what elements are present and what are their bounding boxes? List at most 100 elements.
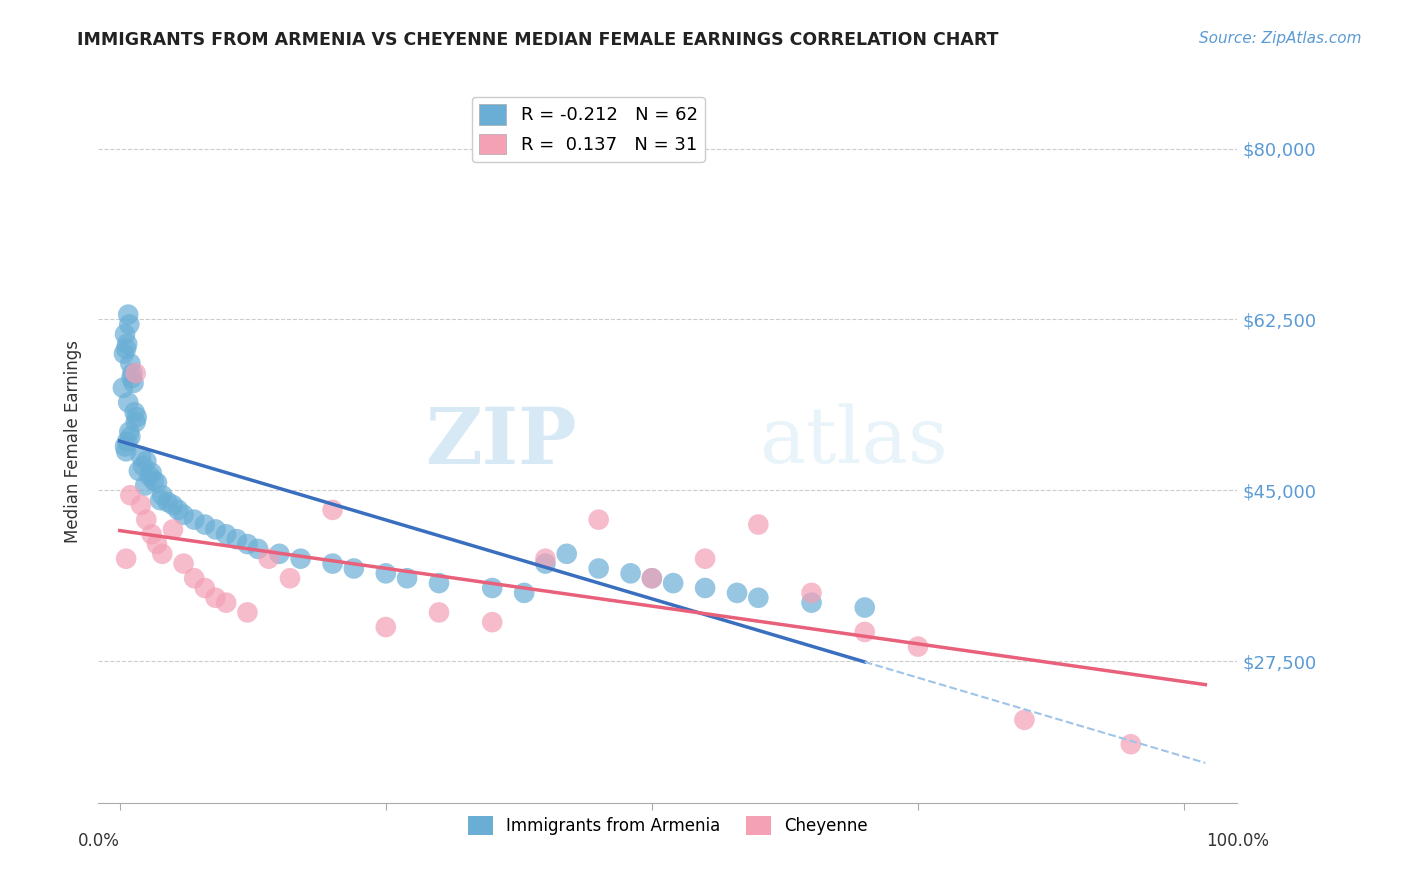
Point: [215, 527, 238, 541]
Text: 100.0%: 100.0%: [1206, 831, 1268, 850]
Point: [396, 571, 419, 585]
Text: Source: ZipAtlas.com: Source: ZipAtlas.com: [1198, 31, 1361, 46]
Point: [236, 606, 259, 620]
Point: [427, 576, 450, 591]
Point: [134, 478, 156, 492]
Point: [588, 513, 610, 527]
Point: [124, 366, 146, 380]
Point: [149, 493, 172, 508]
Point: [114, 327, 136, 342]
Point: [236, 537, 259, 551]
Point: [122, 376, 145, 390]
Point: [247, 541, 270, 556]
Point: [620, 566, 643, 581]
Point: [173, 557, 195, 571]
Point: [128, 464, 150, 478]
Point: [120, 430, 142, 444]
Point: [322, 557, 344, 571]
Point: [150, 547, 173, 561]
Point: [124, 405, 146, 419]
Point: [800, 596, 823, 610]
Point: [162, 523, 184, 537]
Point: [183, 513, 205, 527]
Point: [1014, 713, 1036, 727]
Point: [725, 586, 748, 600]
Point: [132, 458, 155, 473]
Y-axis label: Median Female Earnings: Median Female Earnings: [65, 340, 83, 543]
Point: [322, 503, 344, 517]
Point: [225, 532, 247, 546]
Point: [257, 551, 280, 566]
Point: [194, 581, 217, 595]
Point: [747, 591, 769, 605]
Point: [142, 474, 165, 488]
Point: [204, 591, 226, 605]
Text: atlas: atlas: [759, 404, 948, 479]
Point: [141, 466, 163, 480]
Point: [374, 566, 396, 581]
Point: [115, 444, 138, 458]
Point: [135, 454, 157, 468]
Point: [135, 513, 157, 527]
Point: [534, 557, 557, 571]
Point: [115, 337, 138, 351]
Point: [534, 551, 557, 566]
Point: [115, 551, 138, 566]
Point: [693, 581, 716, 595]
Point: [853, 600, 876, 615]
Text: ZIP: ZIP: [425, 403, 576, 480]
Point: [156, 495, 179, 509]
Point: [907, 640, 929, 654]
Legend: Immigrants from Armenia, Cheyenne: Immigrants from Armenia, Cheyenne: [461, 809, 875, 841]
Point: [853, 624, 876, 639]
Point: [278, 571, 301, 585]
Point: [117, 395, 139, 409]
Point: [194, 517, 217, 532]
Point: [111, 381, 134, 395]
Point: [481, 615, 503, 630]
Text: IMMIGRANTS FROM ARMENIA VS CHEYENNE MEDIAN FEMALE EARNINGS CORRELATION CHART: IMMIGRANTS FROM ARMENIA VS CHEYENNE MEDI…: [77, 31, 998, 49]
Point: [513, 586, 536, 600]
Point: [141, 527, 163, 541]
Point: [114, 439, 136, 453]
Point: [747, 517, 769, 532]
Point: [146, 537, 169, 551]
Point: [269, 547, 291, 561]
Point: [427, 606, 450, 620]
Point: [204, 523, 226, 537]
Point: [693, 551, 716, 566]
Point: [641, 571, 664, 585]
Point: [162, 498, 184, 512]
Point: [374, 620, 396, 634]
Point: [125, 410, 148, 425]
Point: [118, 318, 141, 332]
Point: [115, 342, 138, 356]
Point: [800, 586, 823, 600]
Point: [290, 551, 312, 566]
Point: [167, 503, 190, 517]
Point: [481, 581, 503, 595]
Point: [343, 561, 366, 575]
Point: [115, 434, 138, 449]
Point: [138, 468, 160, 483]
Point: [662, 576, 685, 591]
Point: [183, 571, 205, 585]
Point: [588, 561, 610, 575]
Point: [215, 596, 238, 610]
Point: [1119, 737, 1142, 751]
Point: [129, 498, 152, 512]
Point: [555, 547, 578, 561]
Point: [120, 371, 142, 385]
Point: [150, 488, 173, 502]
Point: [120, 488, 142, 502]
Point: [641, 571, 664, 585]
Point: [117, 308, 139, 322]
Text: 0.0%: 0.0%: [77, 831, 120, 850]
Point: [120, 356, 142, 370]
Point: [124, 415, 146, 429]
Point: [112, 346, 135, 360]
Point: [173, 508, 195, 522]
Point: [129, 449, 152, 463]
Point: [118, 425, 141, 439]
Point: [146, 475, 169, 490]
